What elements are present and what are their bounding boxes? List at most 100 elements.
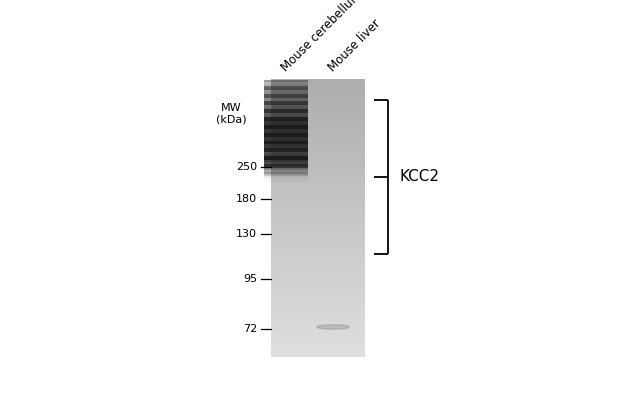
- Bar: [264, 95, 308, 96]
- Bar: [264, 82, 308, 83]
- Text: KCC2: KCC2: [400, 169, 440, 184]
- Bar: [271, 103, 365, 106]
- Bar: [264, 134, 308, 135]
- Bar: [264, 142, 308, 143]
- Bar: [264, 89, 308, 90]
- Bar: [264, 97, 308, 98]
- Bar: [264, 134, 308, 135]
- Bar: [264, 126, 308, 127]
- Bar: [271, 288, 365, 291]
- Bar: [264, 83, 308, 84]
- Bar: [271, 267, 365, 270]
- Bar: [271, 284, 365, 288]
- Bar: [264, 133, 308, 134]
- Bar: [271, 235, 365, 239]
- Bar: [264, 159, 308, 160]
- Bar: [264, 80, 308, 81]
- Bar: [264, 92, 308, 93]
- Bar: [271, 93, 365, 96]
- Bar: [271, 156, 365, 159]
- Bar: [264, 146, 308, 147]
- Bar: [271, 250, 365, 253]
- Bar: [271, 121, 365, 124]
- Bar: [271, 215, 365, 218]
- Bar: [264, 175, 308, 176]
- Bar: [264, 102, 308, 103]
- Bar: [264, 123, 308, 124]
- Bar: [271, 100, 365, 103]
- Bar: [271, 141, 365, 145]
- Bar: [264, 149, 308, 150]
- Bar: [271, 131, 365, 134]
- Bar: [264, 106, 308, 107]
- Bar: [264, 103, 308, 104]
- Bar: [271, 312, 365, 316]
- Bar: [264, 169, 308, 170]
- Bar: [271, 128, 365, 131]
- Bar: [264, 119, 308, 120]
- Bar: [271, 89, 365, 93]
- Bar: [264, 168, 308, 169]
- Bar: [271, 208, 365, 211]
- Bar: [271, 333, 365, 337]
- Bar: [264, 125, 308, 126]
- Bar: [264, 163, 308, 164]
- Bar: [271, 277, 365, 281]
- Bar: [264, 108, 308, 109]
- Bar: [264, 172, 308, 173]
- Bar: [264, 140, 308, 141]
- Bar: [264, 135, 308, 136]
- Text: Mouse cerebellum: Mouse cerebellum: [279, 0, 365, 74]
- Bar: [264, 102, 308, 103]
- Bar: [264, 170, 308, 171]
- Text: Mouse liver: Mouse liver: [326, 17, 383, 74]
- Bar: [271, 354, 365, 357]
- Bar: [264, 156, 308, 157]
- Bar: [264, 90, 308, 91]
- Bar: [271, 337, 365, 340]
- Bar: [264, 100, 308, 101]
- Bar: [264, 116, 308, 117]
- Bar: [264, 118, 308, 119]
- Bar: [264, 127, 308, 128]
- Bar: [271, 211, 365, 215]
- Bar: [264, 104, 308, 105]
- Text: 130: 130: [236, 229, 257, 239]
- Bar: [264, 113, 308, 114]
- Bar: [264, 93, 308, 94]
- Bar: [264, 88, 308, 89]
- Bar: [264, 176, 308, 177]
- Bar: [264, 178, 308, 179]
- Bar: [264, 159, 308, 160]
- Bar: [271, 106, 365, 110]
- Bar: [271, 316, 365, 319]
- Bar: [271, 134, 365, 138]
- Bar: [264, 130, 308, 131]
- Bar: [264, 173, 308, 174]
- Bar: [264, 121, 308, 122]
- Bar: [271, 82, 365, 86]
- Bar: [264, 174, 308, 175]
- Bar: [264, 180, 308, 181]
- Bar: [264, 150, 308, 151]
- Bar: [264, 136, 308, 137]
- Bar: [264, 141, 308, 142]
- Bar: [271, 117, 365, 121]
- Bar: [271, 138, 365, 141]
- Bar: [264, 112, 308, 113]
- Bar: [264, 109, 308, 110]
- Bar: [264, 105, 308, 106]
- Bar: [264, 82, 308, 83]
- Bar: [264, 84, 308, 85]
- Bar: [264, 120, 308, 121]
- Bar: [264, 124, 308, 125]
- Bar: [264, 110, 308, 111]
- Bar: [264, 80, 308, 81]
- Bar: [264, 178, 308, 179]
- Bar: [264, 125, 308, 126]
- Bar: [264, 114, 308, 115]
- Bar: [264, 119, 308, 120]
- Bar: [271, 309, 365, 312]
- Bar: [264, 110, 308, 111]
- Bar: [264, 158, 308, 159]
